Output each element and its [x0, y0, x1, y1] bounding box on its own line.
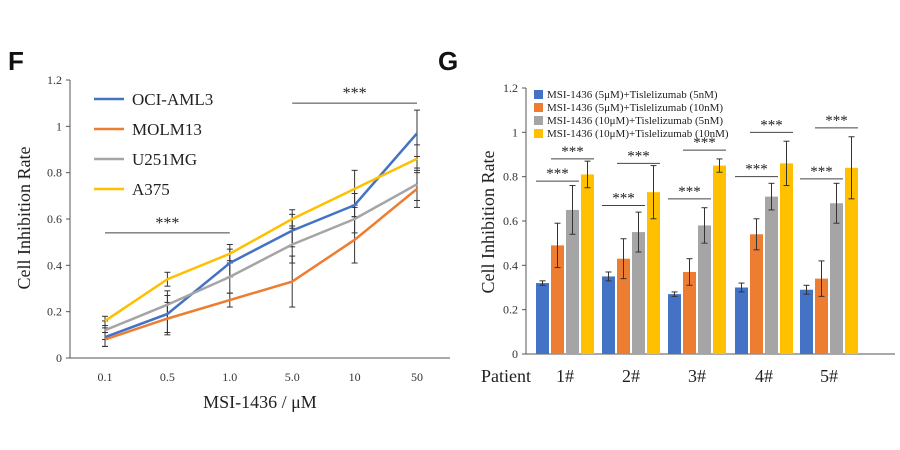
panel-g-bar [845, 167, 858, 354]
panel-g-y-tick-label: 0.6 [503, 214, 518, 228]
panel-g-bar [683, 271, 696, 354]
panel-g-y-tick-label: 0 [512, 347, 518, 361]
panel-f-significance-label: *** [155, 215, 179, 232]
panel-g-legend-label: MSI-1436 (5μM)+Tislelizumab (5nM) [547, 89, 718, 101]
panel-f-series-line [104, 187, 418, 341]
panel-g-significance-label: *** [546, 166, 569, 182]
panel-f-axes: 0 0.2 0.4 0.6 0.8 1 1.2 0.1 0.5 1.0 5.0 10 50 [47, 73, 450, 384]
panel-g-bars [536, 163, 858, 354]
panel-f-series-line [104, 183, 418, 332]
panel-f-x-tick-label: 0.1 [98, 370, 113, 384]
panel-f-series-line [104, 157, 418, 322]
panel-f-x-tick-label: 50 [411, 370, 423, 384]
panel-g-significance-label: *** [612, 190, 635, 206]
panel-g-bar [551, 245, 564, 354]
panel-g-bar [581, 174, 594, 354]
panel-f-y-tick-label: 0.4 [47, 258, 62, 272]
panel-g-bar [780, 163, 793, 354]
panel-g-bar [713, 165, 726, 354]
panel-g-bar [617, 258, 630, 354]
panel-g-legend-swatch [534, 103, 543, 112]
panel-f-y-tick-label: 0 [56, 351, 62, 365]
panel-g-bar [536, 283, 549, 354]
panel-f-x-tick-label: 5.0 [285, 370, 300, 384]
panel-g-legend-swatch [534, 116, 543, 125]
panel-f-legend-label: OCI-AML3 [132, 90, 213, 109]
panel-f-x-tick-label: 10 [349, 370, 361, 384]
panel-f-x-tick-label: 1.0 [222, 370, 237, 384]
panel-g-bar [698, 225, 711, 354]
panel-g-significance-label: *** [693, 135, 716, 151]
panel-g-bar [800, 289, 813, 354]
panel-f-letter: F [8, 46, 24, 76]
panel-g-bar [815, 278, 828, 354]
panel-g-significance-label: *** [825, 113, 848, 129]
panel-g-x-axis-label: Patient [481, 366, 531, 386]
panel-g-legend-label: MSI-1436 (5μM)+Tislelizumab (10nM) [547, 102, 723, 114]
panel-g-x-tick-label: 4# [755, 366, 773, 386]
panel-g-x-tick-label: 1# [556, 366, 574, 386]
panel-g-significance-label: *** [745, 162, 768, 178]
panel-f-y-tick-label: 1.2 [47, 73, 62, 87]
panel-g-legend: MSI-1436 (5μM)+Tislelizumab (5nM)MSI-143… [534, 89, 729, 140]
panel-f-y-tick-label: 0.2 [47, 305, 62, 319]
panel-g-y-axis-label: Cell Inhibition Rate [478, 151, 498, 294]
panel-g-significance: *** *** *** *** *** *** *** *** *** *** [536, 113, 858, 206]
panel-g-significance-label: *** [678, 184, 701, 200]
panel-f-y-tick-label: 1 [56, 119, 62, 133]
panel-g-significance-label: *** [561, 144, 584, 160]
panel-f-significance-label: *** [343, 85, 367, 102]
panel-g-y-tick-label: 1.2 [503, 81, 518, 95]
panel-f-x-tick-label: 0.5 [160, 370, 175, 384]
panel-f-y-axis-label: Cell Inhibition Rate [14, 147, 34, 290]
panel-g-bar [765, 196, 778, 354]
panel-g-bar [602, 276, 615, 354]
panel-g-legend-label: MSI-1436 (10μM)+Tislelizumab (5nM) [547, 115, 723, 127]
panel-g-significance-label: *** [627, 148, 650, 164]
panel-g-bar [735, 287, 748, 354]
panel-g-y-tick-label: 0.4 [503, 258, 518, 272]
panel-g-legend-swatch [534, 129, 543, 138]
panel-f-legend: OCI-AML3 MOLM13 U251MG A375 [94, 90, 213, 199]
panel-f-legend-label: U251MG [132, 150, 197, 169]
panel-g-letter: G [438, 46, 458, 76]
panel-g-x-tick-label: 5# [820, 366, 838, 386]
panel-f-y-tick-label: 0.8 [47, 166, 62, 180]
panel-g: G Cell Inhibition Rate Patient 0 0.2 0.4 0.… [438, 46, 895, 386]
panel-f-series-line [104, 132, 418, 339]
panel-g-significance-label: *** [760, 117, 783, 133]
panel-f-error-bars [102, 109, 420, 347]
panel-g-bar [647, 192, 660, 354]
panel-f: F Cell Inhibition Rate MSI-1436 / μM 0 0.… [8, 46, 450, 412]
panel-g-bar [566, 209, 579, 354]
panel-g-error-bars [539, 136, 855, 297]
panel-g-y-tick-label: 0.8 [503, 170, 518, 184]
panel-f-y-tick-label: 0.6 [47, 212, 62, 226]
panel-g-y-tick-label: 1 [512, 125, 518, 139]
panel-f-legend-label: A375 [132, 180, 170, 199]
panel-g-x-tick-label: 3# [688, 366, 706, 386]
panel-g-x-tick-label: 2# [622, 366, 640, 386]
panel-g-bar [830, 203, 843, 354]
panel-f-lines [104, 132, 418, 341]
panel-g-legend-label: MSI-1436 (10μM)+Tislelizumab (10nM) [547, 128, 729, 140]
panel-g-bar [750, 234, 763, 354]
panel-g-y-tick-label: 0.2 [503, 303, 518, 317]
panel-f-significance: *** *** [105, 85, 417, 234]
panel-g-legend-swatch [534, 90, 543, 99]
panel-f-legend-label: MOLM13 [132, 120, 202, 139]
panel-g-bar [632, 232, 645, 354]
panel-g-bar [668, 294, 681, 354]
panel-g-significance-label: *** [810, 164, 833, 180]
panel-f-x-axis-label: MSI-1436 / μM [203, 392, 317, 412]
